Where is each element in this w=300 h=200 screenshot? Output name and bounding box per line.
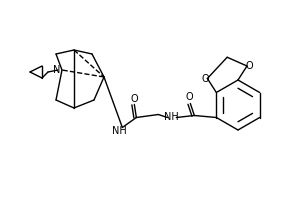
Text: NH: NH xyxy=(112,127,127,136)
Text: O: O xyxy=(202,73,209,84)
Text: O: O xyxy=(185,92,193,102)
Text: O: O xyxy=(130,94,138,104)
Text: NH: NH xyxy=(164,112,179,121)
Text: N: N xyxy=(53,65,61,75)
Text: O: O xyxy=(245,61,253,71)
